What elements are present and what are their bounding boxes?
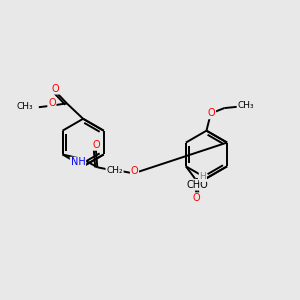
Text: CH₃: CH₃ [17, 102, 34, 111]
Text: O: O [48, 98, 56, 108]
Text: NH: NH [70, 158, 86, 167]
Text: O: O [92, 140, 100, 150]
Text: O: O [208, 108, 215, 118]
Text: H: H [200, 172, 206, 181]
Text: O: O [193, 193, 200, 203]
Text: O: O [52, 84, 59, 94]
Text: CH₃: CH₃ [237, 101, 254, 110]
Text: CH₂: CH₂ [106, 166, 123, 175]
Text: O: O [130, 166, 138, 176]
Text: CHO: CHO [187, 180, 208, 190]
